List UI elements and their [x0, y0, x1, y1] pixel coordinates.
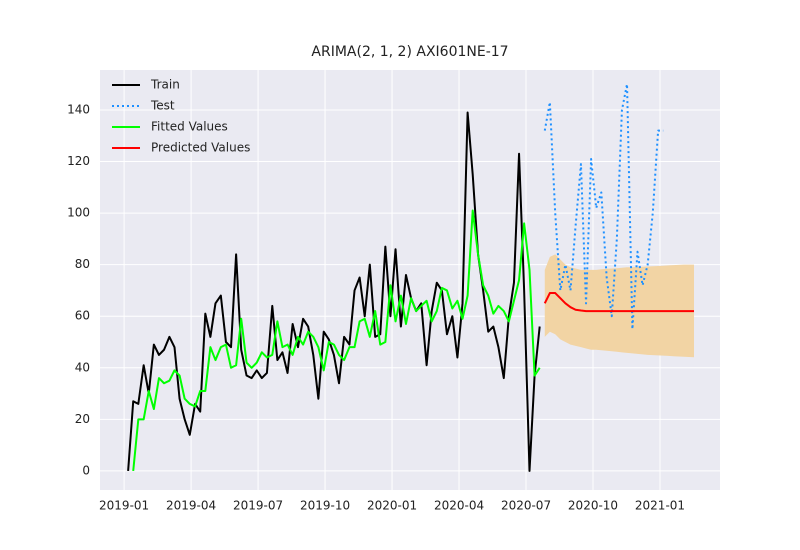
x-tick-label: 2019-10 [300, 499, 350, 513]
legend-label: Train [150, 78, 180, 92]
y-tick-label: 80 [75, 257, 90, 271]
x-tick-label: 2019-04 [166, 499, 216, 513]
y-tick-label: 20 [75, 412, 90, 426]
series-line [132, 209, 541, 472]
series-line [127, 111, 541, 472]
x-tick-label: 2020-07 [501, 499, 551, 513]
y-tick-label: 60 [75, 309, 90, 323]
legend: Train Test Fitted Values Predicted Values [112, 78, 250, 155]
x-tick-label: 2021-01 [635, 499, 685, 513]
marks [127, 83, 695, 472]
y-tick-label: 40 [75, 360, 90, 374]
y-tick-label: 0 [82, 463, 90, 477]
legend-label: Test [150, 99, 175, 113]
y-tick-label: 140 [67, 102, 90, 116]
legend-label: Fitted Values [151, 120, 228, 134]
y-tick-label: 120 [67, 154, 90, 168]
x-tick-label: 2020-01 [367, 499, 417, 513]
confidence-band [544, 254, 695, 358]
x-tick-label: 2019-01 [99, 499, 149, 513]
x-tick-label: 2019-07 [233, 499, 283, 513]
chart-title: ARIMA(2, 1, 2) AXI601NE-17 [311, 44, 508, 60]
y-tick-label: 100 [67, 206, 90, 220]
x-tick-label: 2020-10 [568, 499, 618, 513]
legend-label: Predicted Values [151, 141, 250, 155]
series-line [543, 292, 695, 313]
x-tick-label: 2020-04 [434, 499, 484, 513]
